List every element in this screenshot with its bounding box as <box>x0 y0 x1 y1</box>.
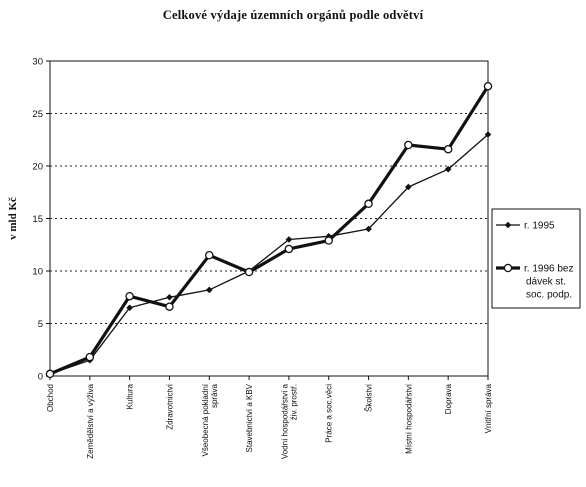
series-layer <box>45 81 493 379</box>
data-point <box>85 352 95 362</box>
data-point <box>126 304 133 312</box>
data-point <box>166 293 173 301</box>
y-axis-ticks: 0 5 10 15 20 25 30 <box>32 57 50 383</box>
data-point <box>125 291 134 301</box>
x-tick-label: Vodní hospodářství aživ. prostř. <box>280 383 298 459</box>
data-point <box>285 236 293 243</box>
x-tick-label: Vnitřní správa <box>484 383 493 433</box>
x-tick-label: Školství <box>365 383 374 412</box>
x-tick-label: Místní hospodářství <box>404 383 413 454</box>
data-point <box>284 244 294 254</box>
data-point <box>324 236 333 245</box>
x-tick-label: Zemědělství a výživa <box>86 383 95 458</box>
series-line <box>49 134 489 375</box>
chart-title: Celkové výdaje územních orgánů podle odv… <box>162 8 424 22</box>
x-tick-label: Doprava <box>444 383 453 414</box>
legend: r. 1995 r. 1996 bez dávek st. soc. podp. <box>491 208 581 309</box>
y-tick-label: 30 <box>32 57 43 68</box>
legend-label: r. 1995 <box>524 221 555 232</box>
legend-marker <box>503 263 513 273</box>
y-tick-label: 20 <box>32 162 43 173</box>
y-tick-label: 5 <box>38 319 43 330</box>
y-tick-label: 25 <box>32 109 43 120</box>
y-tick-label: 15 <box>32 214 43 225</box>
x-tick-label: Obchod <box>46 384 55 412</box>
data-point <box>405 183 412 191</box>
series-1 <box>46 131 492 378</box>
data-point <box>483 81 493 91</box>
data-point <box>165 302 174 311</box>
data-point <box>244 267 254 277</box>
x-axis-ticks: Obchod Zemědělství a výživa Kultura Zdravot… <box>46 376 493 459</box>
series-line <box>49 85 490 376</box>
x-tick-label: Všeobecná pokladníspráva <box>201 383 219 456</box>
legend-item-1: r. 1995 <box>496 221 555 232</box>
legend-label: r. 1996 bez dávek st. soc. podp. <box>524 264 573 301</box>
data-point <box>45 369 55 379</box>
x-tick-label: Kultura <box>126 383 135 409</box>
data-point <box>364 199 373 209</box>
y-axis-label: v mld Kč <box>7 197 19 240</box>
data-point <box>484 131 492 138</box>
data-point <box>365 225 372 233</box>
x-tick-label: Zdravotnictví <box>165 383 174 430</box>
data-point <box>443 144 453 154</box>
legend-box <box>491 208 581 309</box>
data-point <box>404 140 413 150</box>
legend-item-2: r. 1996 bez dávek st. soc. podp. <box>496 264 573 301</box>
legend-marker <box>504 221 512 229</box>
y-tick-label: 0 <box>38 372 43 383</box>
x-tick-label: Stavebnictví a KBV <box>245 383 254 452</box>
y-tick-label: 10 <box>32 267 43 278</box>
data-point <box>205 286 213 294</box>
gridlines <box>50 113 488 324</box>
x-tick-label: Práce a soc.věci <box>325 384 334 443</box>
series-2 <box>45 81 493 379</box>
data-point <box>444 165 452 173</box>
data-point <box>205 250 214 260</box>
